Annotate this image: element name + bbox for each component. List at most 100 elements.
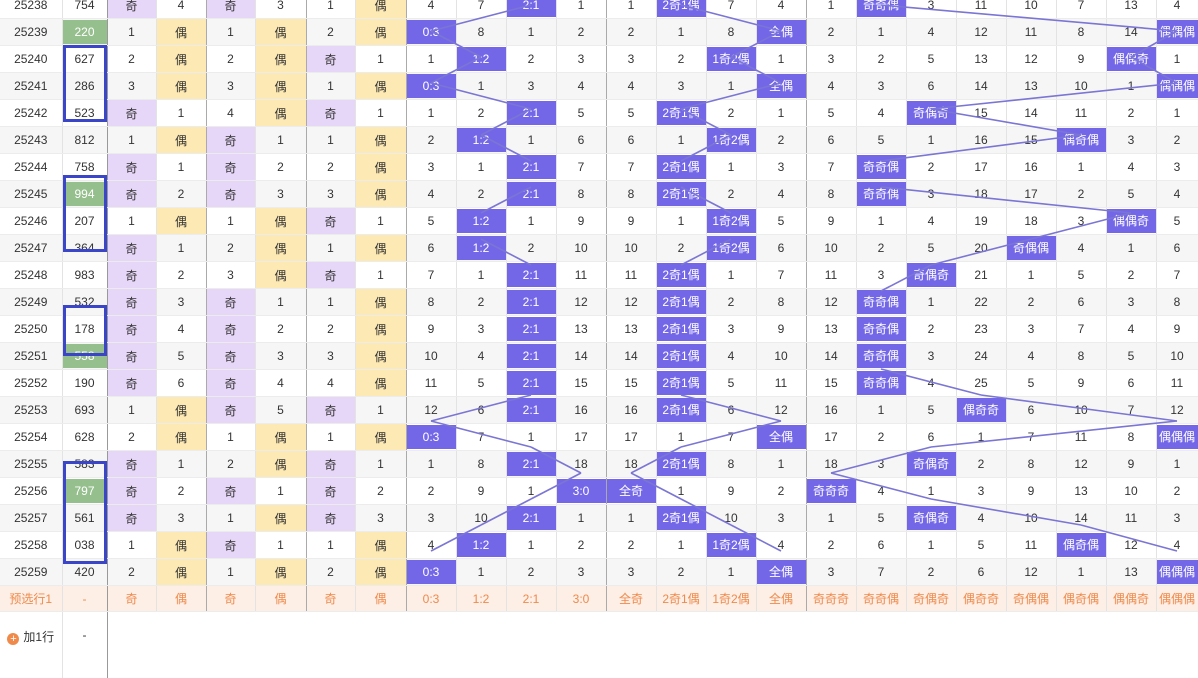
trend-cell[interactable]: 3 xyxy=(255,343,306,370)
trend-cell[interactable]: 偶 xyxy=(156,424,206,451)
trend-cell[interactable]: 18 xyxy=(1006,208,1056,235)
pick-option[interactable]: 偶 xyxy=(355,586,406,612)
trend-cell[interactable]: 3 xyxy=(255,0,306,19)
pick-option[interactable]: 偶 xyxy=(156,586,206,612)
pick-option[interactable]: 偶偶奇 xyxy=(1106,586,1156,612)
trend-cell[interactable]: 13 xyxy=(806,316,856,343)
trend-cell[interactable]: 10 xyxy=(1056,73,1106,100)
trend-cell[interactable]: 16 xyxy=(806,397,856,424)
trend-cell[interactable]: 奇 xyxy=(306,208,355,235)
trend-cell[interactable]: 4 xyxy=(406,181,456,208)
trend-cell[interactable]: 奇 xyxy=(107,451,156,478)
trend-cell[interactable]: 6 xyxy=(906,424,956,451)
trend-cell[interactable]: 4 xyxy=(856,478,906,505)
trend-cell[interactable]: 奇 xyxy=(206,478,255,505)
trend-cell[interactable]: 偶 xyxy=(156,397,206,424)
trend-cell[interactable]: 6 xyxy=(1006,397,1056,424)
trend-cell[interactable]: 6 xyxy=(906,73,956,100)
trend-cell[interactable]: 1 xyxy=(806,0,856,19)
pick-option[interactable]: 0:3 xyxy=(406,586,456,612)
trend-cell[interactable]: 5 xyxy=(906,235,956,262)
trend-hit-cell[interactable]: 奇偶奇 xyxy=(906,451,956,478)
trend-cell[interactable]: 10 xyxy=(1106,478,1156,505)
trend-cell[interactable]: 6 xyxy=(606,127,656,154)
trend-hit-cell[interactable]: 2:1 xyxy=(506,316,556,343)
trend-hit-cell[interactable]: 2奇1偶 xyxy=(656,397,706,424)
trend-cell[interactable]: 1 xyxy=(406,100,456,127)
trend-cell[interactable]: 奇 xyxy=(206,532,255,559)
trend-cell[interactable]: 8 xyxy=(1006,451,1056,478)
trend-cell[interactable]: 奇 xyxy=(107,100,156,127)
trend-cell[interactable]: 22 xyxy=(956,289,1006,316)
trend-cell[interactable]: 奇 xyxy=(306,505,355,532)
trend-cell[interactable]: 奇 xyxy=(107,343,156,370)
trend-hit-cell[interactable]: 全偶 xyxy=(756,424,806,451)
trend-cell[interactable]: 6 xyxy=(156,370,206,397)
trend-hit-cell[interactable]: 2:1 xyxy=(506,181,556,208)
trend-cell[interactable]: 1 xyxy=(406,46,456,73)
trend-cell[interactable]: 4 xyxy=(456,343,506,370)
trend-cell[interactable]: 1 xyxy=(906,289,956,316)
trend-hit-cell[interactable]: 1:2 xyxy=(456,532,506,559)
trend-cell[interactable]: 1 xyxy=(306,73,355,100)
trend-cell[interactable]: 2 xyxy=(906,316,956,343)
trend-cell[interactable]: 11 xyxy=(1106,505,1156,532)
trend-cell[interactable]: 2 xyxy=(556,19,606,46)
pick-option[interactable]: 全偶 xyxy=(756,586,806,612)
trend-cell[interactable]: 9 xyxy=(1056,46,1106,73)
trend-cell[interactable]: 15 xyxy=(556,370,606,397)
trend-cell[interactable]: 3 xyxy=(156,505,206,532)
trend-cell[interactable]: 2 xyxy=(1056,181,1106,208)
trend-cell[interactable]: 1 xyxy=(456,262,506,289)
trend-cell[interactable]: 2 xyxy=(906,154,956,181)
trend-cell[interactable]: 6 xyxy=(556,127,606,154)
trend-cell[interactable]: 14 xyxy=(606,343,656,370)
trend-cell[interactable]: 奇 xyxy=(107,262,156,289)
add-row-button[interactable]: +加1行 xyxy=(0,612,62,678)
trend-cell[interactable]: 8 xyxy=(1056,343,1106,370)
trend-cell[interactable]: 24 xyxy=(956,343,1006,370)
trend-cell[interactable]: 偶 xyxy=(255,46,306,73)
trend-cell[interactable]: 7 xyxy=(556,154,606,181)
trend-cell[interactable]: 1 xyxy=(156,235,206,262)
trend-cell[interactable]: 2 xyxy=(906,559,956,586)
trend-cell[interactable]: 10 xyxy=(806,235,856,262)
trend-cell[interactable]: 偶 xyxy=(156,559,206,586)
pick-option[interactable]: 偶 xyxy=(255,586,306,612)
pick-option[interactable]: 奇 xyxy=(107,586,156,612)
trend-cell[interactable]: 1 xyxy=(206,559,255,586)
trend-cell[interactable]: 9 xyxy=(756,316,806,343)
trend-hit-cell[interactable]: 全偶 xyxy=(756,73,806,100)
pick-option[interactable]: 奇奇奇 xyxy=(806,586,856,612)
trend-cell[interactable]: 7 xyxy=(806,154,856,181)
trend-cell[interactable]: 2 xyxy=(255,316,306,343)
trend-hit-cell[interactable]: 奇奇偶 xyxy=(856,370,906,397)
trend-cell[interactable]: 10 xyxy=(456,505,506,532)
trend-hit-cell[interactable]: 2:1 xyxy=(506,370,556,397)
trend-cell[interactable]: 5 xyxy=(956,532,1006,559)
trend-cell[interactable]: 1 xyxy=(355,397,406,424)
trend-hit-cell[interactable]: 偶偶奇 xyxy=(1106,46,1156,73)
pick-option[interactable]: 2奇1偶 xyxy=(656,586,706,612)
trend-cell[interactable]: 1 xyxy=(1156,46,1198,73)
trend-cell[interactable]: 偶 xyxy=(355,316,406,343)
trend-cell[interactable]: 3 xyxy=(306,181,355,208)
trend-cell[interactable]: 5 xyxy=(806,100,856,127)
trend-cell[interactable]: 6 xyxy=(406,235,456,262)
trend-cell[interactable]: 奇 xyxy=(306,46,355,73)
trend-cell[interactable]: 3 xyxy=(656,73,706,100)
trend-cell[interactable]: 2 xyxy=(756,478,806,505)
trend-cell[interactable]: 2 xyxy=(306,316,355,343)
trend-cell[interactable]: 偶 xyxy=(255,19,306,46)
trend-cell[interactable]: 1 xyxy=(355,451,406,478)
trend-cell[interactable]: 3 xyxy=(1156,505,1198,532)
trend-cell[interactable]: 2 xyxy=(206,451,255,478)
trend-cell[interactable]: 5 xyxy=(456,370,506,397)
trend-hit-cell[interactable]: 0:3 xyxy=(406,73,456,100)
pick-option[interactable]: 奇 xyxy=(306,586,355,612)
pick-option[interactable]: 全奇 xyxy=(606,586,656,612)
trend-cell[interactable]: 13 xyxy=(606,316,656,343)
trend-cell[interactable]: 3 xyxy=(206,73,255,100)
trend-cell[interactable]: 8 xyxy=(606,181,656,208)
trend-cell[interactable]: 1 xyxy=(856,208,906,235)
